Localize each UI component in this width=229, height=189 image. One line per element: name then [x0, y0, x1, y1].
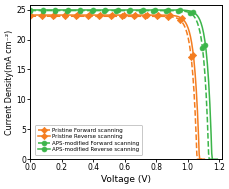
Pristine Reverse scanning: [29, 14, 32, 16]
Pristine Forward scanning: [200, 158, 202, 160]
APS-modified Forward scanning: [183, 10, 186, 12]
Pristine Forward scanning: [173, 16, 176, 19]
Y-axis label: Current Density(mA cm⁻²): Current Density(mA cm⁻²): [5, 29, 14, 135]
Pristine Reverse scanning: [202, 158, 205, 160]
APS-modified Reverse scanning: [210, 158, 213, 160]
APS-modified Forward scanning: [30, 9, 32, 12]
APS-modified Reverse scanning: [139, 9, 142, 11]
Line: APS-modified Forward scanning: APS-modified Forward scanning: [28, 8, 216, 162]
Pristine Forward scanning: [30, 15, 32, 17]
Pristine Forward scanning: [131, 15, 133, 17]
Pristine Reverse scanning: [131, 14, 134, 16]
APS-modified Forward scanning: [137, 9, 140, 12]
Legend: Pristine Forward scanning, Pristine Reverse scanning, APS-modified Forward scann: Pristine Forward scanning, Pristine Reve…: [35, 125, 142, 155]
Pristine Reverse scanning: [175, 15, 178, 17]
APS-modified Forward scanning: [195, 20, 197, 23]
Pristine Forward scanning: [195, 158, 198, 160]
APS-modified Reverse scanning: [30, 9, 32, 11]
Pristine Reverse scanning: [197, 158, 200, 160]
APS-modified Forward scanning: [141, 9, 144, 12]
APS-modified Reverse scanning: [143, 9, 146, 11]
APS-modified Reverse scanning: [140, 9, 142, 11]
Line: Pristine Forward scanning: Pristine Forward scanning: [28, 14, 203, 161]
APS-modified Reverse scanning: [198, 19, 200, 21]
Pristine Reverse scanning: [30, 14, 32, 16]
APS-modified Forward scanning: [207, 158, 210, 160]
Pristine Forward scanning: [29, 15, 32, 17]
Line: Pristine Reverse scanning: Pristine Reverse scanning: [28, 13, 206, 161]
APS-modified Forward scanning: [212, 158, 215, 160]
Pristine Forward scanning: [184, 29, 186, 31]
Pristine Reverse scanning: [132, 14, 135, 16]
APS-modified Forward scanning: [29, 9, 32, 12]
APS-modified Forward scanning: [138, 9, 141, 12]
Pristine Reverse scanning: [135, 14, 138, 16]
Pristine Forward scanning: [130, 15, 133, 17]
Pristine Reverse scanning: [186, 27, 189, 29]
APS-modified Reverse scanning: [186, 9, 188, 12]
Pristine Forward scanning: [134, 15, 136, 17]
APS-modified Reverse scanning: [29, 9, 32, 11]
X-axis label: Voltage (V): Voltage (V): [101, 175, 151, 184]
Line: APS-modified Reverse scanning: APS-modified Reverse scanning: [28, 8, 219, 162]
APS-modified Reverse scanning: [215, 158, 218, 160]
